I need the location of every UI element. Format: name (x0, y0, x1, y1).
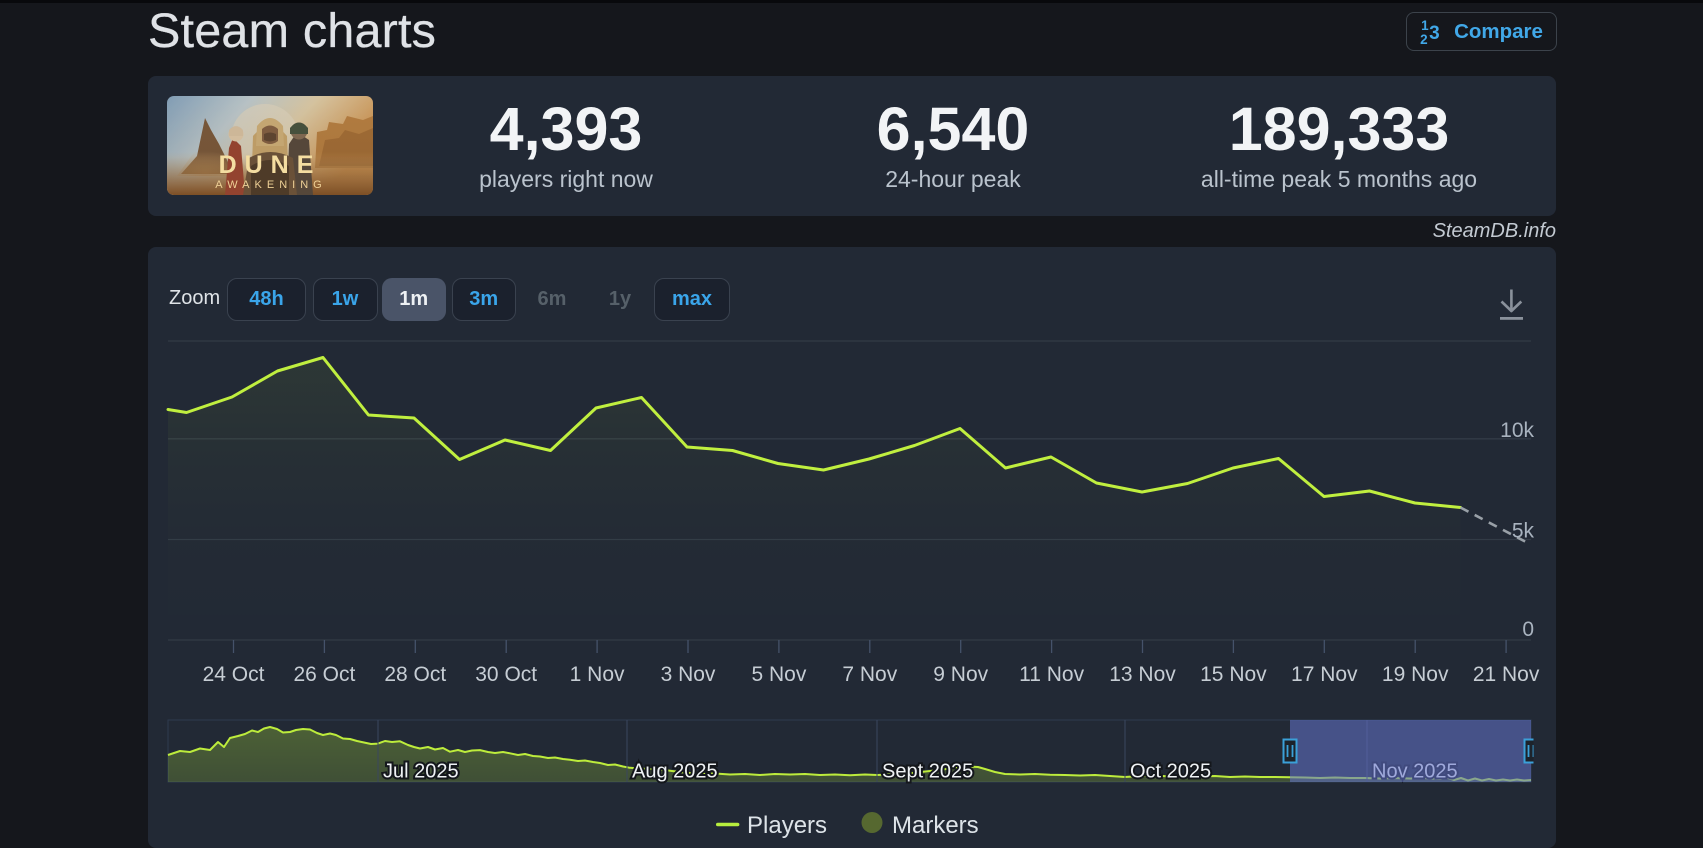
svg-text:DUNE: DUNE (219, 151, 322, 179)
svg-text:13 Nov: 13 Nov (1109, 663, 1176, 686)
svg-text:21 Nov: 21 Nov (1473, 663, 1540, 686)
svg-text:AWAKENING: AWAKENING (215, 179, 326, 191)
svg-text:5 Nov: 5 Nov (751, 663, 806, 686)
svg-text:5k: 5k (1512, 520, 1535, 543)
svg-text:7 Nov: 7 Nov (842, 663, 897, 686)
svg-text:Markers: Markers (892, 812, 979, 839)
svg-text:Sept 2025: Sept 2025 (882, 761, 973, 783)
svg-text:24 Oct: 24 Oct (203, 663, 265, 686)
svg-text:19 Nov: 19 Nov (1382, 663, 1449, 686)
svg-text:17 Nov: 17 Nov (1291, 663, 1358, 686)
svg-text:10k: 10k (1500, 419, 1534, 442)
svg-text:0: 0 (1522, 618, 1534, 641)
svg-text:Players: Players (747, 812, 827, 839)
svg-text:9 Nov: 9 Nov (933, 663, 988, 686)
svg-text:26 Oct: 26 Oct (293, 663, 355, 686)
svg-text:3 Nov: 3 Nov (661, 663, 716, 686)
svg-text:1 Nov: 1 Nov (570, 663, 625, 686)
svg-text:15 Nov: 15 Nov (1200, 663, 1267, 686)
svg-text:30 Oct: 30 Oct (475, 663, 537, 686)
svg-text:28 Oct: 28 Oct (384, 663, 446, 686)
svg-text:11 Nov: 11 Nov (1019, 663, 1084, 686)
svg-text:Oct 2025: Oct 2025 (1130, 761, 1211, 783)
svg-text:Jul 2025: Jul 2025 (383, 761, 459, 783)
svg-text:Aug 2025: Aug 2025 (632, 761, 718, 783)
